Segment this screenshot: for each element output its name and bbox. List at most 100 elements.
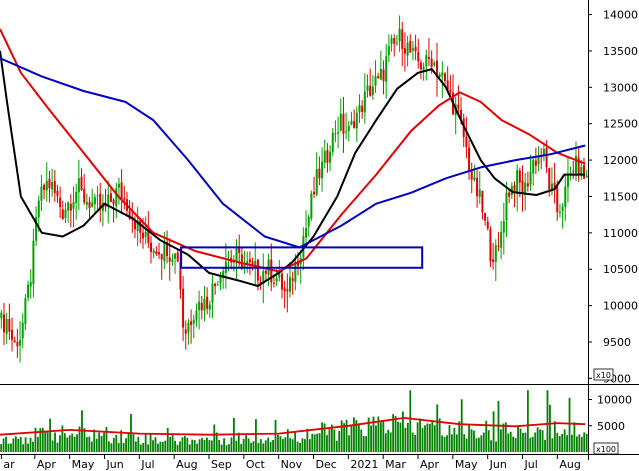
candle-body — [577, 157, 580, 176]
volume-bar — [29, 437, 32, 452]
candle-body — [214, 283, 217, 287]
candle-body — [334, 133, 337, 135]
candle — [326, 143, 329, 173]
volume-bar — [343, 423, 346, 452]
candle — [211, 275, 214, 319]
candle — [318, 156, 321, 186]
candle — [390, 34, 393, 52]
volume-bar — [524, 432, 527, 452]
time-tick-label: May — [455, 458, 478, 471]
candle — [150, 235, 153, 264]
volume-bar — [85, 437, 88, 452]
candle — [93, 193, 96, 213]
candle — [160, 253, 163, 280]
candle — [489, 226, 492, 268]
candle-body — [347, 125, 350, 132]
candle — [449, 75, 452, 98]
candle-body — [144, 231, 147, 237]
candle-body — [321, 161, 324, 179]
candle — [43, 183, 46, 200]
candle-body — [387, 45, 390, 56]
candle-body — [208, 304, 211, 310]
candle-body — [91, 202, 94, 207]
volume-bar — [345, 419, 348, 452]
candle — [32, 228, 35, 298]
volume-bar — [460, 399, 463, 452]
volume-bar — [12, 438, 15, 452]
volume-bar — [41, 427, 44, 452]
candle-body — [542, 148, 545, 157]
candle-body — [550, 183, 553, 190]
volume-bar — [551, 438, 554, 452]
volume-bar — [507, 433, 510, 452]
candle — [444, 71, 447, 86]
candle-body — [585, 175, 588, 178]
candle — [24, 293, 27, 330]
candle-body — [139, 219, 142, 233]
candle — [417, 38, 420, 69]
candle-body — [43, 184, 46, 190]
candle — [243, 250, 246, 274]
volume-bar — [161, 441, 164, 452]
candle — [585, 169, 588, 178]
volume-multiplier-label: x100 — [596, 445, 616, 454]
candle-body — [99, 193, 102, 210]
volume-bar — [517, 425, 519, 452]
candle — [152, 248, 155, 259]
candle-body — [280, 273, 283, 290]
volume-bar — [458, 421, 461, 452]
volume-bar — [247, 438, 250, 452]
volume-bar — [301, 438, 304, 452]
volume-bar — [306, 428, 309, 452]
candle-body — [566, 176, 569, 188]
candle-body — [222, 271, 225, 279]
candle — [305, 210, 308, 245]
volume-bar — [36, 436, 39, 452]
volume-bar — [394, 415, 397, 452]
candle — [484, 212, 487, 226]
volume-bar — [546, 390, 549, 452]
candle-body — [278, 272, 281, 278]
candle-body — [377, 76, 380, 79]
candle-body — [168, 257, 171, 262]
candle — [564, 173, 567, 221]
candle — [427, 37, 430, 66]
candle-body — [401, 29, 404, 49]
candle — [553, 162, 556, 204]
volume-bar — [372, 416, 375, 452]
volume-bar — [578, 434, 581, 452]
time-tick-label: Sep — [211, 458, 232, 471]
candle — [465, 117, 468, 159]
candle — [176, 249, 179, 262]
volume-bar — [443, 436, 446, 452]
candle — [476, 169, 479, 208]
candle — [262, 253, 265, 304]
volume-bar — [120, 430, 123, 452]
candle-body — [363, 91, 366, 113]
candle — [139, 218, 142, 244]
candle — [401, 21, 404, 67]
candle-body — [361, 105, 364, 112]
candle-body — [56, 190, 59, 196]
candle — [40, 174, 43, 212]
candle — [72, 186, 75, 228]
candle — [377, 72, 380, 79]
volume-bar — [379, 422, 382, 452]
candle-body — [53, 180, 56, 193]
volume-bar — [318, 433, 321, 452]
candle — [532, 157, 535, 186]
volume-bar — [34, 427, 37, 452]
candle-body — [502, 221, 505, 233]
candle-body — [216, 284, 219, 286]
volume-bar — [279, 436, 282, 452]
candle-body — [478, 189, 481, 197]
candle-body — [500, 231, 503, 248]
volume-bar — [169, 436, 172, 452]
price-plot-area — [0, 0, 588, 382]
volume-bar — [490, 440, 493, 452]
volume-bar — [19, 437, 22, 452]
time-axis: ar Apr May Jun Jul Aug Sep Oct Nov Dec 2021 Mar Apr M… — [0, 454, 581, 471]
candle-body — [553, 182, 556, 189]
candle-body — [427, 57, 430, 60]
candle — [414, 34, 417, 61]
